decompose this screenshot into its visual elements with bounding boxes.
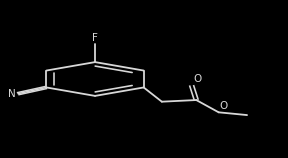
Text: N: N bbox=[8, 89, 16, 99]
Text: F: F bbox=[92, 33, 98, 43]
Text: O: O bbox=[194, 74, 202, 85]
Text: O: O bbox=[219, 101, 228, 111]
